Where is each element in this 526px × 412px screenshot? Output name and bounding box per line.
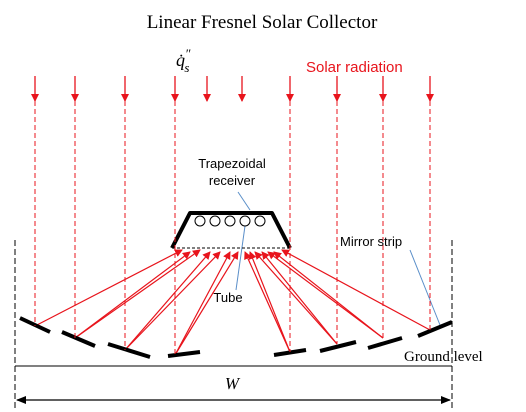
- tube-label: Tube: [213, 290, 242, 305]
- leader: [235, 225, 246, 291]
- reflected-ray: [244, 251, 291, 353]
- reflected-ray: [74, 251, 191, 339]
- receiver-label-line: receiver: [209, 173, 256, 188]
- mirror-strip: [273, 348, 307, 357]
- tube: [239, 215, 251, 227]
- reflected-ray: [248, 251, 291, 353]
- flux-superscript: ″: [185, 46, 191, 61]
- mirror-label: Mirror strip: [340, 234, 402, 249]
- tube: [254, 215, 266, 227]
- mirror-strip: [417, 320, 453, 338]
- reflected-ray: [174, 251, 231, 356]
- width-label: W: [225, 374, 241, 393]
- reflected-ray: [267, 251, 384, 339]
- receiver: [170, 211, 292, 249]
- reflected-ray: [124, 251, 221, 351]
- tube: [209, 215, 221, 227]
- tube: [194, 215, 206, 227]
- reflected-ray: [34, 249, 183, 327]
- mirror-strip: [107, 342, 151, 359]
- ground-label: Ground level: [404, 349, 483, 365]
- reflected-ray: [281, 249, 431, 331]
- reflected-ray: [261, 251, 338, 345]
- reflected-ray: [124, 251, 211, 351]
- solar-radiation-label: Solar radiation: [306, 59, 403, 76]
- receiver-label-line: Trapezoidal: [198, 156, 266, 171]
- flux-label: q̇″ s: [176, 46, 191, 75]
- mirror-strip: [167, 350, 201, 358]
- flux-symbol: q̇: [176, 50, 185, 70]
- tube: [224, 215, 236, 227]
- title: Linear Fresnel Solar Collector: [147, 12, 378, 33]
- reflected-ray: [74, 249, 201, 339]
- reflected-ray: [254, 251, 338, 345]
- mirror-strip: [61, 330, 96, 348]
- leader: [409, 249, 441, 326]
- mirror-strip: [367, 336, 403, 350]
- mirror-strip: [319, 340, 357, 353]
- flux-subscript: s: [184, 60, 189, 75]
- leader: [237, 191, 251, 211]
- reflected-ray: [174, 251, 239, 356]
